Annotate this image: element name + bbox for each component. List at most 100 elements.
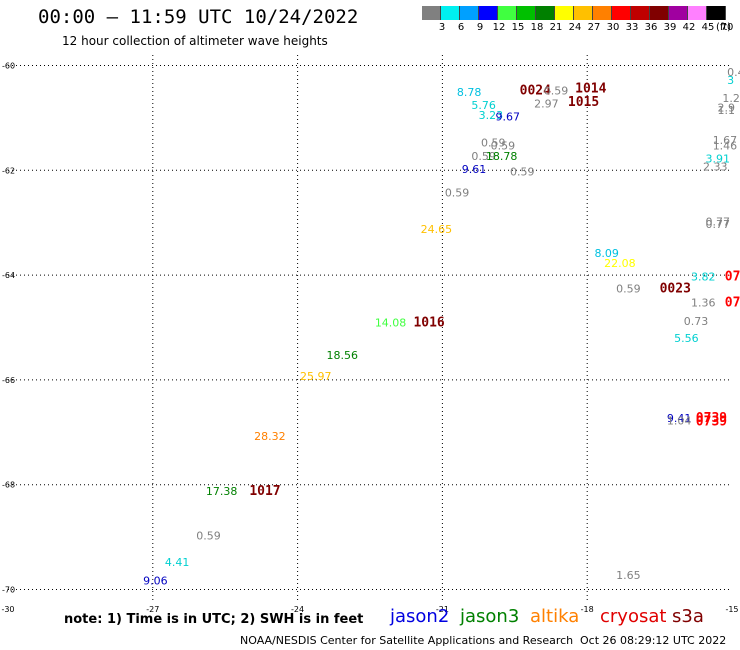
legend-s3a: s3a xyxy=(672,606,704,627)
color-scale-label: 24 xyxy=(568,22,582,33)
wave-height-label: 1.46 xyxy=(713,139,738,152)
track-label: 073 xyxy=(725,296,740,311)
wave-height-label: 0.4 xyxy=(727,66,740,79)
footer-timestamp: Oct 26 08:29:12 UTC 2022 xyxy=(580,634,727,647)
track-label: 1014 xyxy=(575,82,606,97)
color-scale-label: 6 xyxy=(457,22,465,33)
color-scale-label: 3 xyxy=(438,22,446,33)
wave-height-label: 0.59 xyxy=(471,150,496,163)
wave-height-label: 22.08 xyxy=(604,257,636,270)
x-tick-label: -21 xyxy=(436,605,449,614)
color-scale-label: 12 xyxy=(492,22,506,33)
wave-height-label: 18.56 xyxy=(327,349,359,362)
color-swatch xyxy=(650,6,669,20)
footer-agency: NOAA/NESDIS Center for Satellite Applica… xyxy=(240,634,574,647)
color-scale-label: 18 xyxy=(530,22,544,33)
color-swatch xyxy=(422,6,441,20)
legend-jason2: jason2 xyxy=(390,606,450,627)
wave-height-label: 9.41 xyxy=(667,412,692,425)
wave-height-label: 18.78 xyxy=(486,150,517,163)
y-tick-label: -70 xyxy=(2,586,15,595)
color-swatch xyxy=(555,6,574,20)
wave-height-label: 2.33 xyxy=(703,160,728,173)
color-swatch xyxy=(479,6,498,20)
x-tick-label: -30 xyxy=(1,605,14,614)
wave-height-label: 0.77 xyxy=(705,215,730,228)
color-swatch xyxy=(612,6,631,20)
color-swatch xyxy=(669,6,688,20)
wave-height-label: 3 xyxy=(727,74,734,87)
color-scale-label: 27 xyxy=(587,22,601,33)
wave-height-label: 2.97 xyxy=(534,97,559,110)
wave-height-label: 1.04 xyxy=(667,414,692,427)
wave-height-label: 24.65 xyxy=(421,223,453,236)
wave-height-label: 0.59 xyxy=(510,166,535,179)
color-scale-label: 15 xyxy=(511,22,525,33)
x-tick-label: -24 xyxy=(291,605,304,614)
track-label: 073 xyxy=(725,269,740,284)
wave-height-label: 0.59 xyxy=(544,84,569,97)
wave-height-label: 9.06 xyxy=(143,574,168,587)
y-tick-label: -62 xyxy=(2,166,15,175)
color-swatch xyxy=(517,6,536,20)
color-swatch xyxy=(498,6,517,20)
x-tick-label: -27 xyxy=(146,605,159,614)
wave-height-label: 5.56 xyxy=(674,332,699,345)
wave-height-label: 9.67 xyxy=(495,111,520,124)
wave-height-label: 4.41 xyxy=(165,556,190,569)
track-label: 0739 xyxy=(696,411,727,426)
color-swatch xyxy=(688,6,707,20)
color-scale-label: 36 xyxy=(644,22,658,33)
color-swatch xyxy=(631,6,650,20)
wave-height-label: 25.97 xyxy=(300,370,332,383)
legend-jason3: jason3 xyxy=(460,606,520,627)
wave-height-label: 1.65 xyxy=(616,569,641,582)
color-swatch xyxy=(707,6,726,20)
color-swatch xyxy=(536,6,555,20)
wave-height-label: 8.78 xyxy=(457,86,482,99)
color-swatch xyxy=(574,6,593,20)
track-label: 0024 xyxy=(520,83,551,98)
color-scale-label: 9 xyxy=(476,22,484,33)
x-tick-label: -15 xyxy=(725,605,738,614)
wave-height-label: 8.09 xyxy=(594,247,619,260)
legend-cryosat: cryosat xyxy=(600,606,667,627)
color-scale-label: 30 xyxy=(606,22,620,33)
wave-height-label: 9.61 xyxy=(462,163,487,176)
track-label: 1015 xyxy=(568,95,599,110)
wave-height-label: 1.67 xyxy=(713,134,738,147)
track-label: 1016 xyxy=(413,315,444,330)
wave-height-label: 28.32 xyxy=(254,430,286,443)
wave-height-label: 0.59 xyxy=(616,282,641,295)
chart-subtitle: 12 hour collection of altimeter wave hei… xyxy=(62,34,328,48)
wave-height-label: 5.76 xyxy=(471,99,496,112)
color-scale-label: 33 xyxy=(625,22,639,33)
wave-height-label: 17.38 xyxy=(206,485,238,498)
color-scale-label: 21 xyxy=(549,22,563,33)
y-tick-label: -66 xyxy=(2,376,15,385)
wave-height-label: 1.1 xyxy=(718,104,736,117)
y-tick-label: -60 xyxy=(2,61,15,70)
wave-height-label: 2.9 xyxy=(718,102,736,115)
color-swatch xyxy=(441,6,460,20)
legend-altika: altika xyxy=(530,606,580,627)
wave-height-label: 0.73 xyxy=(684,315,709,328)
wave-height-label: 3.23 xyxy=(479,109,504,122)
color-scale-unit: (ft) xyxy=(716,22,732,33)
y-tick-label: -64 xyxy=(2,271,15,280)
x-tick-label: -18 xyxy=(581,605,594,614)
wave-height-label: 0.59 xyxy=(196,530,221,543)
color-swatch xyxy=(460,6,479,20)
track-label: 0739 xyxy=(696,414,727,429)
wave-height-label: 0.59 xyxy=(491,139,515,152)
track-label: 0023 xyxy=(660,281,691,296)
wave-height-label: 0.77 xyxy=(705,218,730,231)
wave-height-label: 0.59 xyxy=(481,137,506,150)
color-swatch xyxy=(593,6,612,20)
wave-height-label: 14.08 xyxy=(375,316,407,329)
chart-note: note: 1) Time is in UTC; 2) SWH is in fe… xyxy=(64,612,364,627)
chart-title: 00:00 – 11:59 UTC 10/24/2022 xyxy=(38,6,359,28)
wave-height-label: 0.59 xyxy=(445,186,470,199)
y-tick-label: -68 xyxy=(2,481,15,490)
